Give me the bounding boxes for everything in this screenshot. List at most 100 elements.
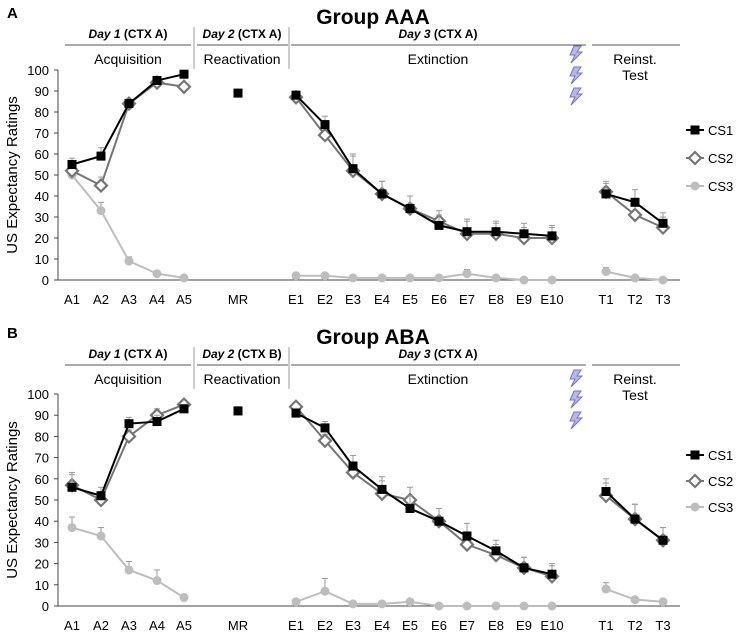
- legend-label: CS3: [708, 179, 733, 194]
- chart-title: Group AAA: [316, 6, 430, 29]
- data-point: [179, 273, 189, 283]
- phase-label: Test: [622, 67, 648, 83]
- x-tick-label: E6: [431, 292, 447, 307]
- header-ctx: (CTX A): [431, 27, 478, 41]
- x-tick-label: E1: [288, 618, 304, 633]
- data-point: [320, 271, 330, 281]
- y-tick-label: 0: [42, 599, 49, 614]
- data-point: [405, 597, 415, 607]
- header-ctx: (CTX A): [121, 347, 168, 361]
- x-tick-label: T1: [598, 618, 613, 633]
- x-tick-label: E5: [402, 292, 418, 307]
- series-cs3: [67, 170, 668, 285]
- data-point: [179, 69, 189, 79]
- chart-title: Group ABA: [316, 326, 430, 349]
- data-point: [434, 516, 444, 526]
- data-point: [348, 461, 358, 471]
- header-day-label: Day 2 (CTX B): [202, 347, 281, 361]
- x-tick-label: E2: [317, 618, 333, 633]
- panel-letter: B: [7, 325, 18, 342]
- series-line: [295, 96, 552, 239]
- data-point: [96, 491, 106, 501]
- data-point: [320, 586, 330, 596]
- header-ctx: (CTX A): [431, 347, 478, 361]
- data-point: [124, 99, 134, 109]
- legend-label: CS2: [708, 151, 733, 166]
- data-point: [317, 433, 333, 449]
- header-ctx: (CTX A): [235, 27, 282, 41]
- x-tick-label: T2: [627, 618, 642, 633]
- data-point: [462, 269, 472, 279]
- phase-label: Extinction: [408, 371, 469, 387]
- phase-label: Reinst.: [613, 371, 657, 387]
- series-cs3: [67, 516, 668, 611]
- header-day: Day 3: [399, 347, 431, 361]
- series-cs1: [67, 69, 668, 241]
- legend-marker: [690, 450, 700, 460]
- legend-marker: [687, 150, 703, 166]
- data-point: [67, 523, 77, 533]
- data-point: [320, 120, 330, 130]
- data-point: [124, 419, 134, 429]
- data-point: [320, 423, 330, 433]
- x-tick-label: E2: [317, 292, 333, 307]
- phase-label: Acquisition: [94, 371, 162, 387]
- data-point: [348, 164, 358, 174]
- y-tick-label: 80: [35, 105, 49, 120]
- phase-label: Reactivation: [203, 371, 280, 387]
- header-day: Day 2: [202, 347, 234, 361]
- data-point: [658, 597, 668, 607]
- data-point: [152, 76, 162, 85]
- legend-marker: [690, 502, 700, 512]
- data-point: [601, 487, 611, 497]
- data-point: [405, 204, 415, 214]
- y-tick-label: 90: [35, 408, 49, 423]
- series-line: [295, 590, 552, 607]
- data-point: [547, 231, 557, 241]
- x-tick-label: E10: [540, 618, 563, 633]
- lightning-bolt-icon: [569, 66, 584, 85]
- x-tick-label: E8: [488, 618, 504, 633]
- data-point: [519, 601, 529, 611]
- x-tick-label: E8: [488, 292, 504, 307]
- y-tick-label: 60: [35, 472, 49, 487]
- phase-label: Test: [622, 387, 648, 403]
- series-line: [71, 526, 185, 599]
- data-point: [601, 584, 611, 594]
- data-point: [96, 531, 106, 541]
- legend-label: CS1: [708, 448, 733, 463]
- series-line: [296, 272, 552, 281]
- data-point: [124, 256, 134, 266]
- x-tick-label: A4: [149, 618, 165, 633]
- series-cs1: [67, 404, 668, 579]
- y-tick-label: 40: [35, 514, 49, 529]
- phase-label: Extinction: [408, 51, 469, 67]
- x-tick-label: E6: [431, 618, 447, 633]
- x-tick-label: T3: [655, 292, 670, 307]
- data-point: [519, 229, 529, 239]
- data-point: [491, 273, 501, 283]
- data-point: [152, 269, 162, 279]
- x-tick-label: E1: [288, 292, 304, 307]
- x-tick-label: T3: [655, 618, 670, 633]
- data-point: [630, 514, 640, 524]
- x-tick-label: A5: [176, 618, 192, 633]
- header-day-label: Day 1 (CTX A): [89, 347, 168, 361]
- data-point: [601, 189, 611, 199]
- data-point: [601, 267, 611, 277]
- data-point: [176, 79, 192, 95]
- y-tick-label: 50: [35, 168, 49, 183]
- lightning-bolt-icon: [569, 369, 584, 388]
- data-point: [317, 127, 333, 143]
- legend: CS1 CS2 CS3: [686, 123, 733, 194]
- data-point: [434, 220, 444, 230]
- data-point: [179, 593, 189, 603]
- y-tick-label: 10: [35, 578, 49, 593]
- series-line: [295, 94, 553, 237]
- y-tick-label: 50: [35, 493, 49, 508]
- data-point: [547, 601, 557, 611]
- x-tick-label: E7: [459, 292, 475, 307]
- header-ctx: (CTX B): [234, 347, 281, 361]
- panel-letter: A: [7, 5, 18, 22]
- data-point: [67, 160, 77, 169]
